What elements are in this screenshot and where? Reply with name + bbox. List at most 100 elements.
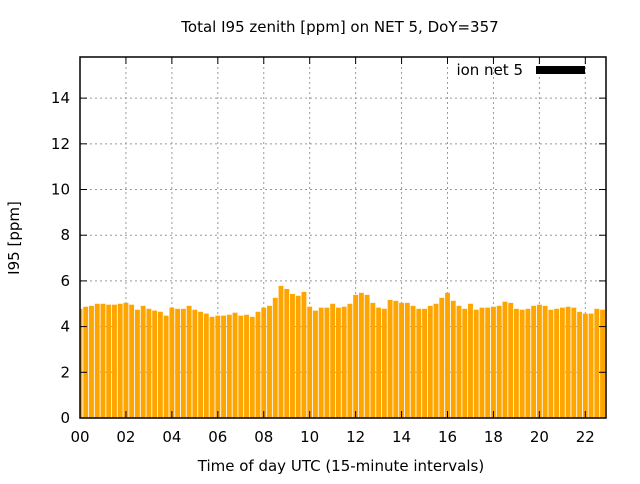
bar (404, 302, 410, 418)
bar (295, 295, 301, 418)
y-tick-label: 2 (60, 363, 70, 381)
legend-label: ion net 5 (456, 61, 523, 79)
bar (393, 300, 399, 418)
bar (146, 308, 152, 418)
bar (324, 307, 330, 418)
bar (238, 315, 244, 418)
y-tick-label: 0 (60, 409, 70, 427)
bar (318, 307, 324, 418)
bar (433, 303, 439, 418)
bar (347, 303, 353, 418)
y-tick-label: 4 (60, 318, 70, 336)
bar (445, 292, 450, 418)
bar (330, 303, 336, 418)
bar (290, 293, 295, 418)
bar (312, 310, 318, 418)
bar (416, 308, 422, 418)
bar (542, 305, 548, 418)
bar (508, 302, 514, 418)
chart-title: Total I95 zenith [ppm] on NET 5, DoY=357 (180, 18, 498, 36)
bar (169, 307, 175, 418)
bar (513, 308, 519, 418)
bar (559, 307, 565, 418)
bar (117, 303, 123, 418)
bar (485, 307, 491, 418)
bar (554, 308, 560, 418)
bar (353, 294, 359, 418)
bar (83, 306, 89, 418)
bar (129, 304, 135, 418)
bar (588, 313, 594, 418)
x-axis-label: Time of day UTC (15-minute intervals) (197, 457, 484, 475)
plot-frame (79, 56, 607, 419)
bar (232, 312, 238, 418)
bar (536, 304, 542, 418)
bar (468, 303, 473, 418)
y-tick-label: 10 (51, 181, 70, 199)
bar (335, 307, 341, 418)
x-tick-label: 00 (70, 428, 89, 446)
y-tick-label: 8 (60, 226, 70, 244)
y-tick-label: 14 (51, 89, 70, 107)
bar (301, 291, 307, 418)
y-axis-label: I95 [ppm] (5, 201, 23, 275)
bar (479, 307, 485, 418)
bar (94, 303, 100, 418)
bar (106, 304, 112, 418)
bar (577, 311, 583, 418)
x-tick-label: 08 (254, 428, 273, 446)
bar (203, 313, 209, 418)
bar (226, 314, 232, 418)
bar (163, 315, 169, 418)
bar (496, 305, 502, 418)
bar (525, 308, 531, 418)
x-tick-label: 04 (162, 428, 181, 446)
bar (358, 292, 364, 418)
bar (100, 303, 106, 418)
x-tick-label: 20 (530, 428, 549, 446)
x-tick-label: 02 (116, 428, 135, 446)
bar (456, 305, 462, 418)
bar (399, 302, 405, 418)
x-tick-label: 12 (346, 428, 365, 446)
bar (186, 305, 192, 418)
bar (571, 307, 577, 418)
bar (255, 311, 261, 418)
bar (80, 308, 83, 418)
x-tick-label: 10 (300, 428, 319, 446)
y-tick-label: 6 (60, 272, 70, 290)
bar (548, 309, 554, 418)
bar (439, 297, 445, 418)
bar (249, 316, 255, 418)
bar (376, 307, 382, 418)
bar (180, 308, 186, 418)
x-tick-label: 18 (484, 428, 503, 446)
bar (192, 309, 198, 418)
bar (267, 305, 272, 418)
y-tick-label: 12 (51, 135, 70, 153)
bar (502, 301, 508, 418)
bar (491, 306, 496, 418)
bar (381, 308, 387, 418)
bar (89, 305, 94, 418)
bar (284, 288, 290, 418)
bar (531, 305, 537, 418)
bar (427, 305, 433, 418)
bar (422, 308, 427, 418)
bar (307, 306, 313, 418)
bar (272, 297, 278, 418)
bar (519, 309, 525, 418)
bar (473, 309, 479, 418)
bar (221, 315, 226, 418)
x-tick-label: 22 (576, 428, 595, 446)
bar (582, 313, 588, 418)
bar (565, 306, 571, 418)
bar (175, 308, 181, 418)
x-tick-label: 14 (392, 428, 411, 446)
bar (152, 310, 158, 418)
bar (134, 309, 140, 418)
bar (387, 299, 393, 418)
bar (244, 314, 249, 418)
